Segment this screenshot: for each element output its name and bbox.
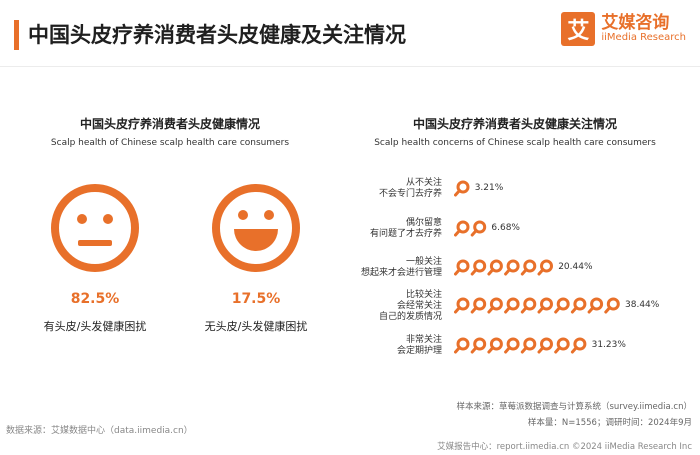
row-value-label: 20.44% bbox=[558, 262, 593, 272]
sample-source: 样本来源：草莓派数据调查与计算系统（survey.iimedia.cn） bbox=[456, 402, 692, 412]
magnifier-icon bbox=[454, 337, 470, 354]
magnifier-icon bbox=[470, 297, 487, 314]
right-chart-title: 中国头皮疗养消费者头皮健康关注情况 bbox=[412, 117, 617, 131]
magnifier-icon bbox=[454, 259, 470, 276]
magnifier-icon bbox=[504, 337, 520, 354]
row-category-line: 想起来才会进行管理 bbox=[360, 268, 442, 278]
row-category-line: 偶尔留意 bbox=[405, 218, 442, 228]
row-category-line: 从不关注 bbox=[405, 178, 442, 188]
brand-logo: 艾 艾媒咨询 iiMedia Research bbox=[561, 12, 686, 46]
magnifier-icon bbox=[570, 337, 587, 354]
logo-en: iiMedia Research bbox=[601, 32, 686, 43]
right-value-label: 17.5% bbox=[231, 291, 281, 307]
logo-text: 艾媒咨询 iiMedia Research bbox=[601, 14, 686, 44]
magnifier-icon bbox=[487, 259, 503, 276]
magnifier-icon bbox=[470, 259, 487, 276]
magnifier-row bbox=[454, 180, 470, 197]
row-value-label: 38.44% bbox=[625, 300, 660, 310]
row-category-label: 非常关注 会定期护理 bbox=[350, 335, 442, 357]
magnifier-icon bbox=[604, 297, 620, 314]
magnifier-icon bbox=[487, 337, 503, 354]
row-category-label: 从不关注 不会专门去疗养 bbox=[350, 178, 442, 200]
row-category-line: 不会专门去疗养 bbox=[378, 189, 442, 199]
row-value-label: 6.68% bbox=[491, 223, 520, 233]
row-category-label: 一般关注 想起来才会进行管理 bbox=[350, 257, 442, 279]
magnifier-icon bbox=[454, 220, 470, 237]
left-chart-subtitle: Scalp health of Chinese scalp health car… bbox=[50, 138, 290, 148]
sample-size: 样本量：N=1556；调研时间：2024年9月 bbox=[527, 418, 692, 428]
right-chart-subtitle: Scalp health concerns of Chinese scalp h… bbox=[374, 138, 656, 148]
data-source: 数据来源：艾媒数据中心（data.iimedia.cn） bbox=[6, 426, 193, 436]
neutral-face-icon bbox=[51, 184, 139, 272]
magnifier-icon bbox=[487, 297, 503, 314]
magnifier-icon bbox=[454, 180, 470, 197]
magnifier-icon bbox=[537, 297, 553, 314]
magnifier-icon bbox=[504, 259, 520, 276]
right-category-label: 无头皮/头发健康困扰 bbox=[204, 320, 308, 333]
magnifier-row bbox=[454, 259, 553, 276]
smiling-face-icon bbox=[212, 184, 300, 272]
logo-cn: 艾媒咨询 bbox=[601, 13, 670, 33]
row-category-label: 偶尔留意 有问题了才去疗养 bbox=[350, 218, 442, 240]
row-category-line: 一般关注 bbox=[405, 257, 442, 267]
report-credit: 艾媒报告中心：report.iimedia.cn ©2024 iiMedia R… bbox=[437, 442, 692, 452]
row-category-line: 自己的发质情况 bbox=[378, 311, 442, 322]
magnifier-icon bbox=[504, 297, 520, 314]
magnifier-icon bbox=[587, 297, 604, 314]
magnifier-row bbox=[454, 220, 487, 237]
magnifier-icon bbox=[520, 337, 537, 354]
page-title: 中国头皮疗养消费者头皮健康及关注情况 bbox=[28, 23, 406, 47]
magnifier-icon bbox=[454, 297, 470, 314]
magnifier-icon bbox=[570, 297, 587, 314]
magnifier-icon bbox=[537, 337, 553, 354]
magnifier-icon bbox=[537, 259, 553, 276]
magnifier-row bbox=[454, 337, 587, 354]
row-category-line: 比较关注 bbox=[405, 289, 442, 300]
row-category-line: 会经常关注 bbox=[396, 300, 442, 311]
header-divider bbox=[0, 66, 700, 67]
left-value-label: 82.5% bbox=[70, 291, 120, 307]
row-value-label: 31.23% bbox=[591, 340, 626, 350]
row-category-line: 有问题了才去疗养 bbox=[369, 229, 442, 239]
title-accent-bar bbox=[14, 20, 19, 50]
magnifier-icon bbox=[470, 220, 487, 237]
magnifier-row bbox=[454, 297, 620, 314]
row-category-label: 比较关注 会经常关注 自己的发质情况 bbox=[350, 290, 442, 323]
magnifier-icon bbox=[554, 337, 570, 354]
row-value-label: 3.21% bbox=[474, 183, 504, 193]
magnifier-icon bbox=[554, 297, 570, 314]
left-category-label: 有头皮/头发健康困扰 bbox=[43, 320, 147, 333]
row-category-line: 会定期护理 bbox=[396, 346, 442, 356]
magnifier-icon bbox=[520, 297, 537, 314]
magnifier-icon bbox=[470, 337, 487, 354]
logo-mark: 艾 bbox=[561, 12, 596, 46]
row-category-line: 非常关注 bbox=[405, 335, 442, 345]
magnifier-icon bbox=[520, 259, 537, 276]
left-chart-title: 中国头皮疗养消费者头皮健康情况 bbox=[79, 117, 260, 131]
